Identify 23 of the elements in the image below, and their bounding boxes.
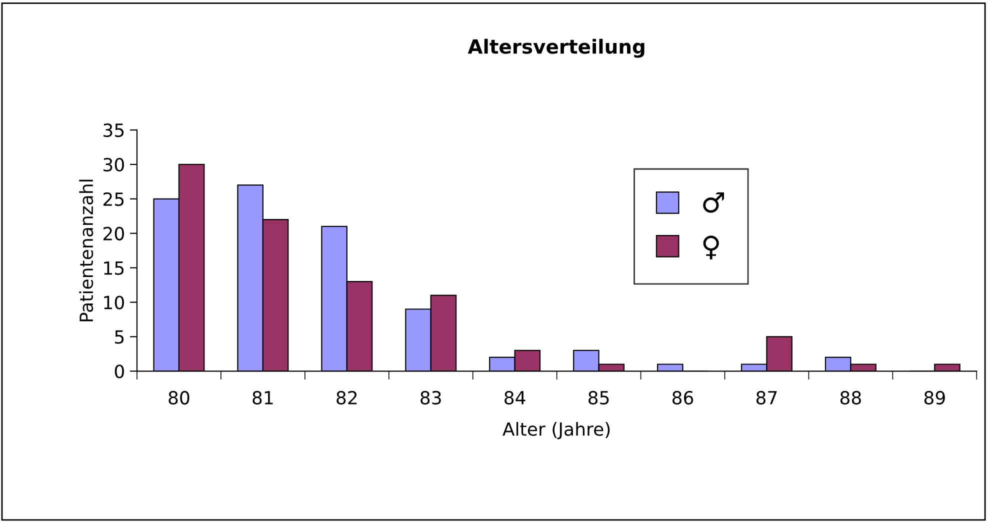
x-tick-label: 84 <box>504 390 526 405</box>
legend-label: ♀ <box>703 236 719 260</box>
y-tick-label: 30 <box>104 158 124 172</box>
y-tick-label: 10 <box>104 296 124 310</box>
x-tick-label: 85 <box>588 390 609 405</box>
x-tick-label: 89 <box>924 390 945 405</box>
y-axis-title: Patientenanzahl <box>79 180 94 322</box>
x-tick-label: 83 <box>420 390 441 405</box>
y-tick-label: 5 <box>115 330 124 344</box>
x-tick-label: 88 <box>840 390 861 405</box>
x-tick-label: 81 <box>252 390 273 405</box>
x-tick-label: 86 <box>672 390 694 405</box>
y-tick-label: 0 <box>114 364 124 378</box>
y-tick-label: 15 <box>104 261 124 275</box>
legend-label: ♂ <box>703 192 724 213</box>
x-tick-label: 80 <box>168 390 190 405</box>
y-tick-label: 20 <box>104 226 124 240</box>
y-tick-label: 35 <box>104 123 124 138</box>
y-tick-label: 25 <box>104 192 124 206</box>
chart-title: Altersverteilung <box>468 38 644 58</box>
x-tick-label: 87 <box>756 390 777 405</box>
x-axis-title: Alter (Jahre) <box>502 422 610 440</box>
x-tick-label: 82 <box>336 390 357 405</box>
